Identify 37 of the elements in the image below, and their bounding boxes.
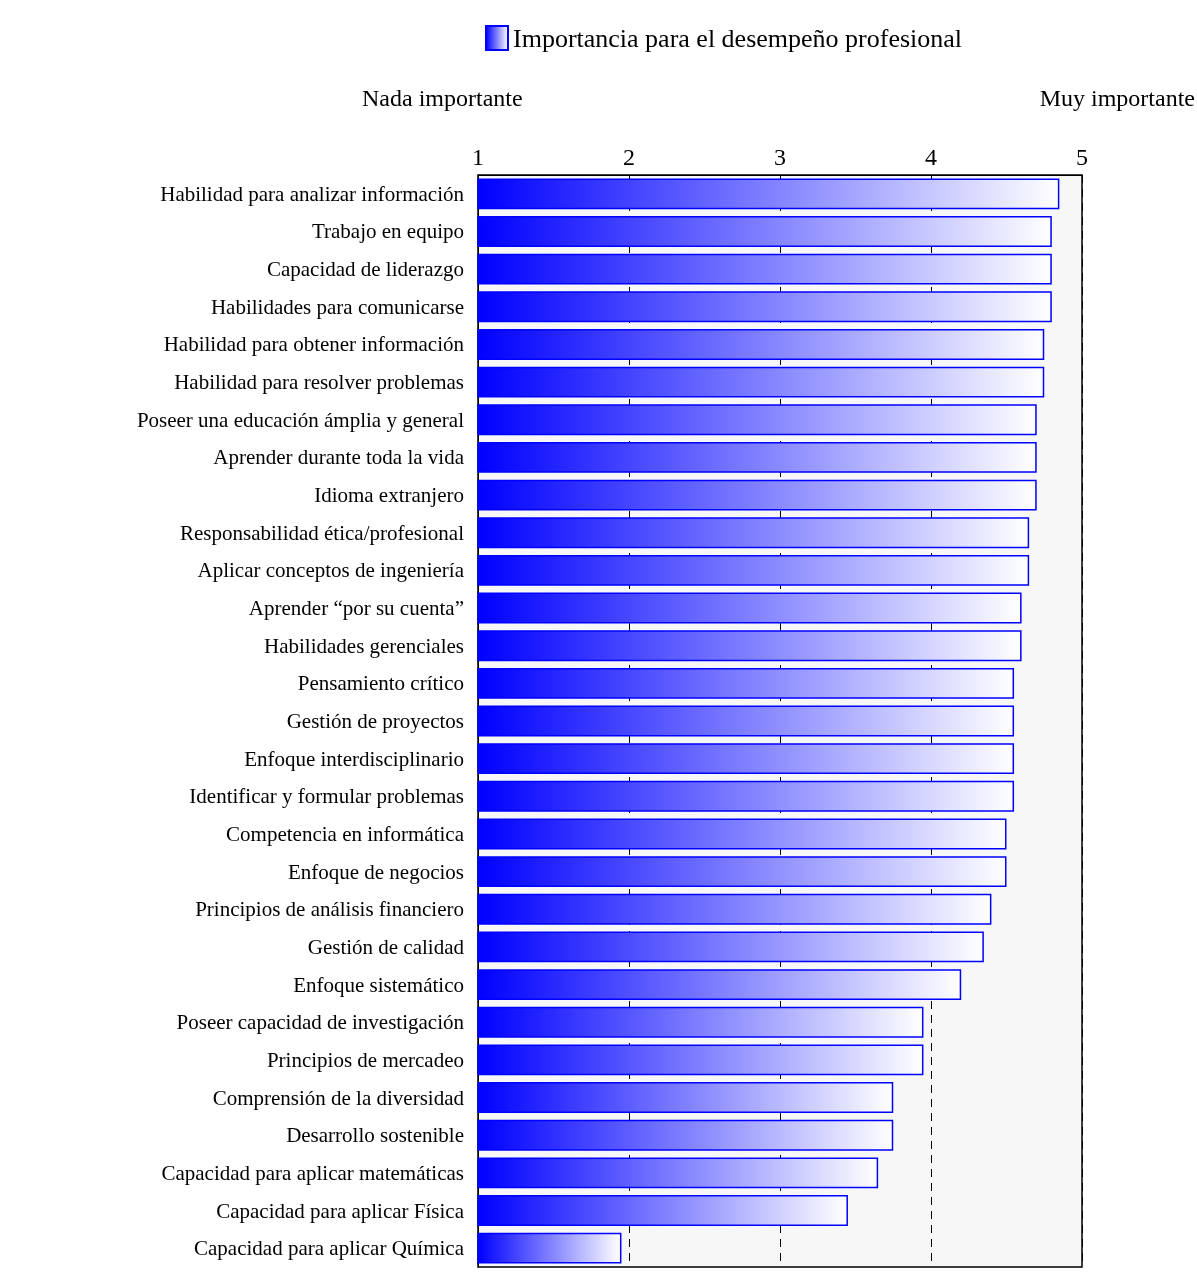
text: Muy importante <box>1039 85 1195 111</box>
y-tick-label: Idioma extranjero <box>314 483 464 508</box>
y-tick-label: Poseer una educación ámplia y general <box>136 407 465 432</box>
y-tick-label: Habilidades gerenciales <box>264 633 464 658</box>
y-tick-label: Capacidad de liderazgo <box>266 257 464 282</box>
x-tick-label: 4 <box>925 144 937 170</box>
y-tick-label: Comprensión de la diversidad <box>212 1085 465 1110</box>
y-tick-label: Enfoque sistemático <box>293 972 464 997</box>
y-tick-label: Habilidad para resolver problemas <box>174 370 464 395</box>
y-tick-label: Enfoque de negocios <box>287 859 464 884</box>
y-tick-label: Enfoque interdisciplinario <box>244 746 464 771</box>
y-tick-label: Aprender durante toda la vida <box>213 445 465 470</box>
y-tick-label: Gestión de calidad <box>307 934 465 959</box>
y-tick-label: Habilidades para comunicarse <box>210 294 464 319</box>
y-tick-label: Identificar y formular problemas <box>189 784 464 809</box>
y-tick-label: Trabajo en equipo <box>311 219 464 244</box>
y-tick-label: Competencia en informática <box>226 821 465 846</box>
y-tick-label: Aprender “por su cuenta” <box>248 596 464 621</box>
x-tick-label: 3 <box>774 144 786 170</box>
y-tick-label: Pensamiento crítico <box>297 671 464 696</box>
x-tick-label: 5 <box>1076 144 1088 170</box>
x-tick-label: 2 <box>623 144 635 170</box>
y-tick-label: Responsabilidad ética/profesional <box>179 520 465 545</box>
y-tick-label: Habilidad para obtener información <box>163 332 465 357</box>
y-tick-label: Capacidad para aplicar Física <box>216 1198 465 1223</box>
text: Nada importante <box>362 85 523 111</box>
legend-label: Importancia para el desempeño profesional <box>513 23 963 53</box>
y-tick-label: Gestión de proyectos <box>286 709 464 733</box>
y-tick-label: Principios de mercadeo <box>266 1047 464 1072</box>
y-tick-label: Capacidad para aplicar Química <box>194 1236 465 1261</box>
y-tick-label: Habilidad para analizar información <box>160 181 465 206</box>
x-tick-label: 1 <box>472 144 484 170</box>
y-tick-label: Desarrollo sostenible <box>286 1123 464 1148</box>
y-tick-label: Capacidad para aplicar matemáticas <box>161 1160 464 1185</box>
y-tick-label: Poseer capacidad de investigación <box>176 1010 465 1035</box>
y-tick-label: Aplicar conceptos de ingeniería <box>197 558 465 583</box>
y-tick-label: Principios de análisis financiero <box>195 897 464 922</box>
